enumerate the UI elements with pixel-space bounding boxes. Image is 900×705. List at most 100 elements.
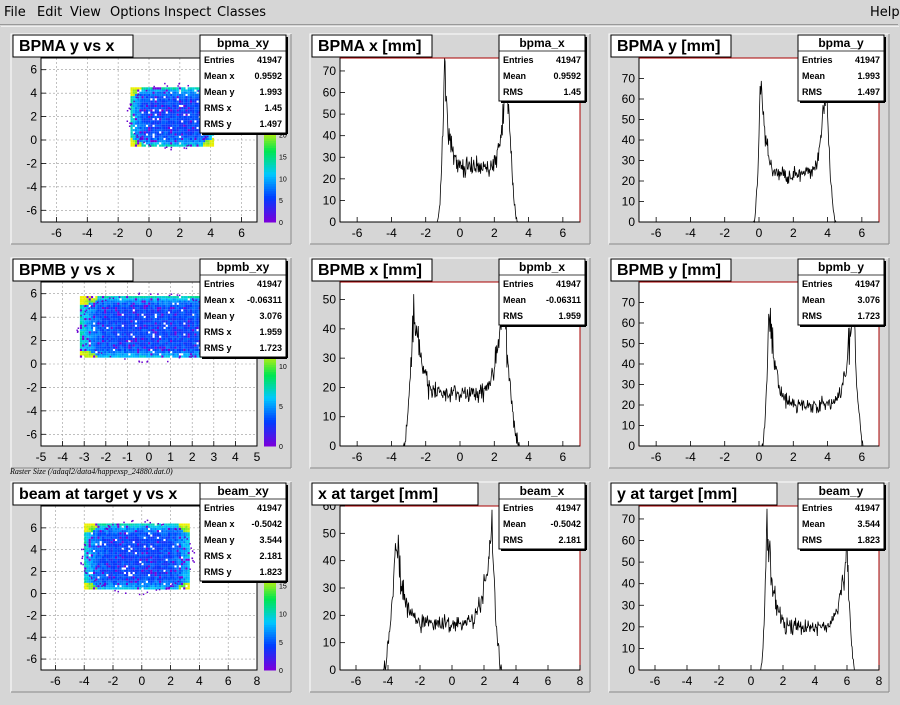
heatmap-cell (123, 538, 126, 542)
heatmap-cell (185, 333, 188, 336)
heatmap-cell (192, 93, 195, 97)
heatmap-cell (178, 87, 182, 90)
heatmap-cell (139, 585, 142, 588)
heatmap-cell (163, 580, 166, 583)
heatmap-cell (141, 532, 144, 535)
heatmap-cell (134, 109, 138, 112)
heatmap-cell (187, 129, 190, 132)
heatmap-cell (174, 337, 177, 341)
heatmap-cell (115, 558, 118, 561)
heatmap-cell (167, 102, 171, 105)
stats-label: Mean (503, 295, 526, 305)
palette-cell (264, 436, 276, 440)
heatmap-cell (165, 340, 168, 343)
menu-options[interactable]: Options (110, 5, 161, 20)
heatmap-cell (148, 348, 151, 352)
heatmap-cell (170, 534, 173, 537)
heatmap-cell (108, 333, 111, 336)
heatmap-cell (95, 344, 98, 347)
heatmap-cell (178, 309, 182, 312)
heatmap-cell (174, 545, 177, 548)
palette-cell (264, 135, 276, 139)
heatmap-cell (123, 307, 127, 310)
heatmap-cell (84, 563, 87, 566)
heatmap-cell (137, 348, 140, 352)
heatmap-cell (106, 337, 109, 341)
heatmap-cell (129, 122, 131, 124)
heatmap-cell (84, 523, 87, 526)
heatmap-cell (143, 302, 146, 305)
heatmap-cell (198, 301, 201, 303)
menu-classes[interactable]: Classes (217, 5, 266, 20)
heatmap-cell (80, 563, 82, 565)
heatmap-cell (176, 324, 179, 327)
heatmap-cell (194, 126, 197, 130)
heatmap-cell (90, 534, 93, 537)
x-tick-label: 0 (138, 674, 145, 688)
heatmap-cell (141, 126, 144, 130)
heatmap-cell (130, 324, 133, 327)
menu-help[interactable]: Help (870, 5, 900, 20)
heatmap-cell (154, 91, 157, 94)
heatmap-cell (187, 84, 189, 87)
heatmap-cell (194, 346, 197, 349)
heatmap-cell (170, 333, 173, 336)
heatmap-cell (99, 348, 102, 352)
heatmap-cell (93, 580, 96, 583)
heatmap-cell (101, 567, 104, 570)
heatmap-cell (194, 93, 197, 97)
heatmap-cell (156, 133, 160, 136)
heatmap-cell (115, 311, 118, 314)
heatmap-cell (139, 100, 142, 103)
stats-label: RMS (503, 87, 523, 97)
heatmap-cell (101, 576, 104, 579)
heatmap-cell (110, 525, 113, 528)
heatmap-cell (128, 304, 131, 308)
heatmap-cell (185, 135, 188, 138)
stats-name: bpmb_xy (217, 260, 270, 274)
menu-file[interactable]: File (4, 5, 26, 20)
heatmap-cell (178, 356, 181, 359)
heatmap-cell (192, 144, 195, 147)
heatmap-cell (119, 556, 122, 559)
heatmap-cell (150, 353, 153, 356)
heatmap-cell (128, 355, 131, 358)
heatmap-cell (167, 337, 171, 341)
heatmap-cell (194, 140, 197, 143)
heatmap-cell (187, 96, 190, 99)
heatmap-cell (150, 298, 153, 301)
heatmap-cell (143, 107, 146, 110)
heatmap-cell (185, 538, 188, 542)
heatmap-cell (126, 569, 129, 572)
heatmap-cell (174, 113, 177, 116)
heatmap-cell (106, 527, 109, 531)
heatmap-cell (165, 307, 168, 310)
menu-edit[interactable]: Edit (37, 5, 63, 20)
heatmap-cell (139, 104, 142, 108)
heatmap-cell (119, 329, 122, 332)
heatmap-cell (172, 353, 175, 356)
heatmap-cell (181, 122, 184, 125)
heatmap-cell (141, 549, 144, 553)
heatmap-cell (148, 144, 151, 147)
heatmap-cell (165, 351, 168, 354)
heatmap-cell (185, 102, 188, 105)
heatmap-cell (165, 576, 168, 579)
heatmap-cell (132, 109, 135, 112)
heatmap-cell (136, 136, 138, 138)
menu-view[interactable]: View (70, 5, 101, 20)
heatmap-cell (132, 91, 135, 94)
heatmap-cell (132, 307, 135, 310)
heatmap-cell (86, 574, 89, 577)
menu-inspect[interactable]: Inspect (164, 5, 212, 20)
heatmap-cell (150, 580, 153, 583)
heatmap-cell (108, 307, 111, 310)
heatmap-cell (112, 333, 116, 336)
heatmap-cell (145, 587, 148, 590)
heatmap-cell (161, 300, 164, 303)
heatmap-cell (134, 569, 137, 572)
heatmap-cell (159, 342, 162, 345)
heatmap-cell (192, 96, 195, 99)
